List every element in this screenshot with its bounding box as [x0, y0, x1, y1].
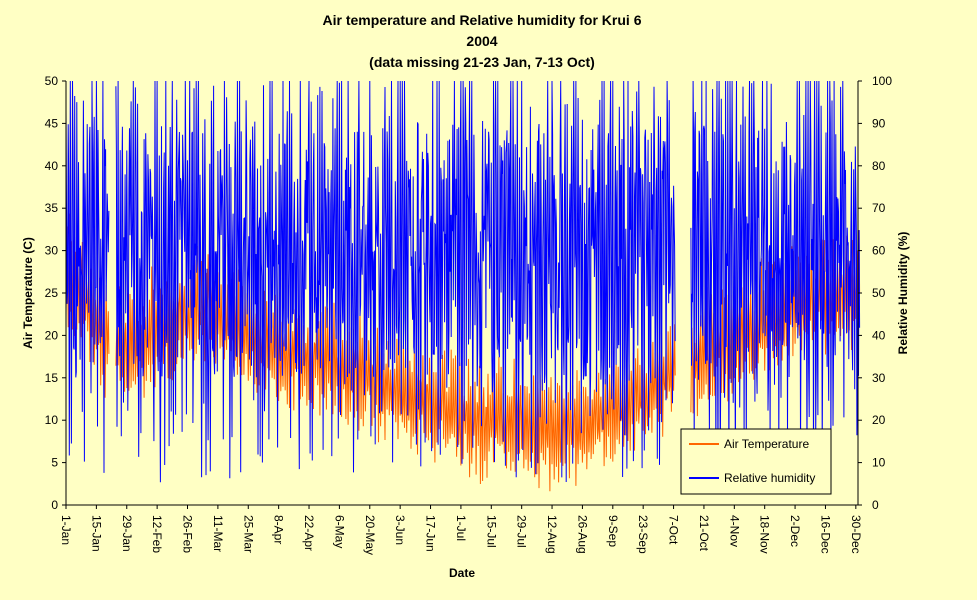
humidity-series-line: [65, 80, 861, 483]
x-tick-label: 26-Feb: [181, 515, 195, 553]
x-tick-label: 15-Jan: [89, 515, 103, 552]
legend-temperature-label: Air Temperature: [724, 437, 809, 451]
x-tick-label: 29-Jan: [120, 515, 134, 552]
right-tick-label: 90: [872, 116, 886, 130]
x-tick-label: 23-Sep: [636, 515, 650, 554]
x-tick-label: 26-Aug: [575, 515, 589, 554]
left-tick-label: 40: [45, 159, 59, 173]
chart-subtitle-note: (data missing 21-23 Jan, 7-13 Oct): [369, 54, 595, 70]
x-tick-label: 15-Jul: [484, 515, 498, 548]
x-tick-label: 25-Mar: [241, 515, 255, 553]
x-tick-label: 29-Jul: [515, 515, 529, 548]
left-tick-label: 25: [45, 286, 59, 300]
x-tick-label: 6-May: [332, 515, 346, 548]
right-tick-label: 20: [872, 413, 886, 427]
right-axis-ticks: 0 10 20 30 40 50 60 70 80 90 100: [858, 74, 892, 512]
x-tick-label: 12-Aug: [545, 515, 559, 554]
x-tick-label: 1-Jul: [454, 515, 468, 541]
left-tick-label: 20: [45, 328, 59, 342]
x-tick-label: 4-Nov: [727, 515, 741, 547]
chart-subtitle-year: 2004: [466, 33, 497, 49]
right-tick-label: 50: [872, 286, 886, 300]
x-tick-label: 20-May: [363, 515, 377, 555]
left-tick-label: 45: [45, 116, 59, 130]
right-tick-label: 40: [872, 328, 886, 342]
x-tick-label: 30-Dec: [849, 515, 863, 554]
left-tick-label: 5: [51, 456, 58, 470]
left-tick-label: 0: [51, 498, 58, 512]
x-tick-label: 8-Apr: [272, 515, 286, 544]
chart-title: Air temperature and Relative humidity fo…: [323, 12, 642, 28]
left-tick-label: 50: [45, 74, 59, 88]
x-tick-label: 11-Mar: [211, 515, 225, 552]
right-tick-label: 30: [872, 371, 886, 385]
x-tick-label: 1-Jan: [59, 515, 73, 545]
left-axis-ticks: 0 5 10 15 20 25 30 35 40 45 50: [45, 74, 66, 512]
y-axis-left-label: Air Temperature (C): [21, 237, 35, 349]
left-tick-label: 30: [45, 244, 59, 258]
right-tick-label: 60: [872, 244, 886, 258]
left-tick-label: 35: [45, 201, 59, 215]
x-tick-label: 3-Jun: [393, 515, 407, 545]
x-tick-label: 21-Oct: [697, 515, 711, 552]
right-tick-label: 80: [872, 159, 886, 173]
x-tick-label: 9-Sep: [606, 515, 620, 547]
left-tick-label: 10: [45, 413, 59, 427]
humidity-series-group: [65, 80, 861, 483]
legend: Air Temperature Relative humidity: [680, 428, 832, 495]
right-tick-label: 70: [872, 201, 886, 215]
legend-box: [680, 428, 832, 495]
right-tick-label: 100: [872, 74, 892, 88]
x-axis-ticks: 1-Jan 15-Jan 29-Jan 12-Feb 26-Feb 11-Mar 25-Ma…: [59, 505, 863, 555]
right-tick-label: 10: [872, 456, 886, 470]
x-axis-label: Date: [449, 566, 475, 580]
right-tick-label: 0: [872, 498, 879, 512]
x-tick-label: 17-Jun: [424, 515, 438, 552]
x-tick-label: 7-Oct: [667, 515, 681, 545]
x-tick-label: 2-Dec: [788, 515, 802, 547]
y-axis-right-label: Relative Humidity (%): [896, 232, 910, 355]
legend-humidity-label: Relative humidity: [724, 471, 815, 485]
x-tick-label: 22-Apr: [302, 515, 316, 551]
x-tick-label: 18-Nov: [758, 515, 772, 554]
x-tick-label: 16-Dec: [818, 515, 832, 554]
left-tick-label: 15: [45, 371, 59, 385]
x-tick-label: 12-Feb: [150, 515, 164, 553]
